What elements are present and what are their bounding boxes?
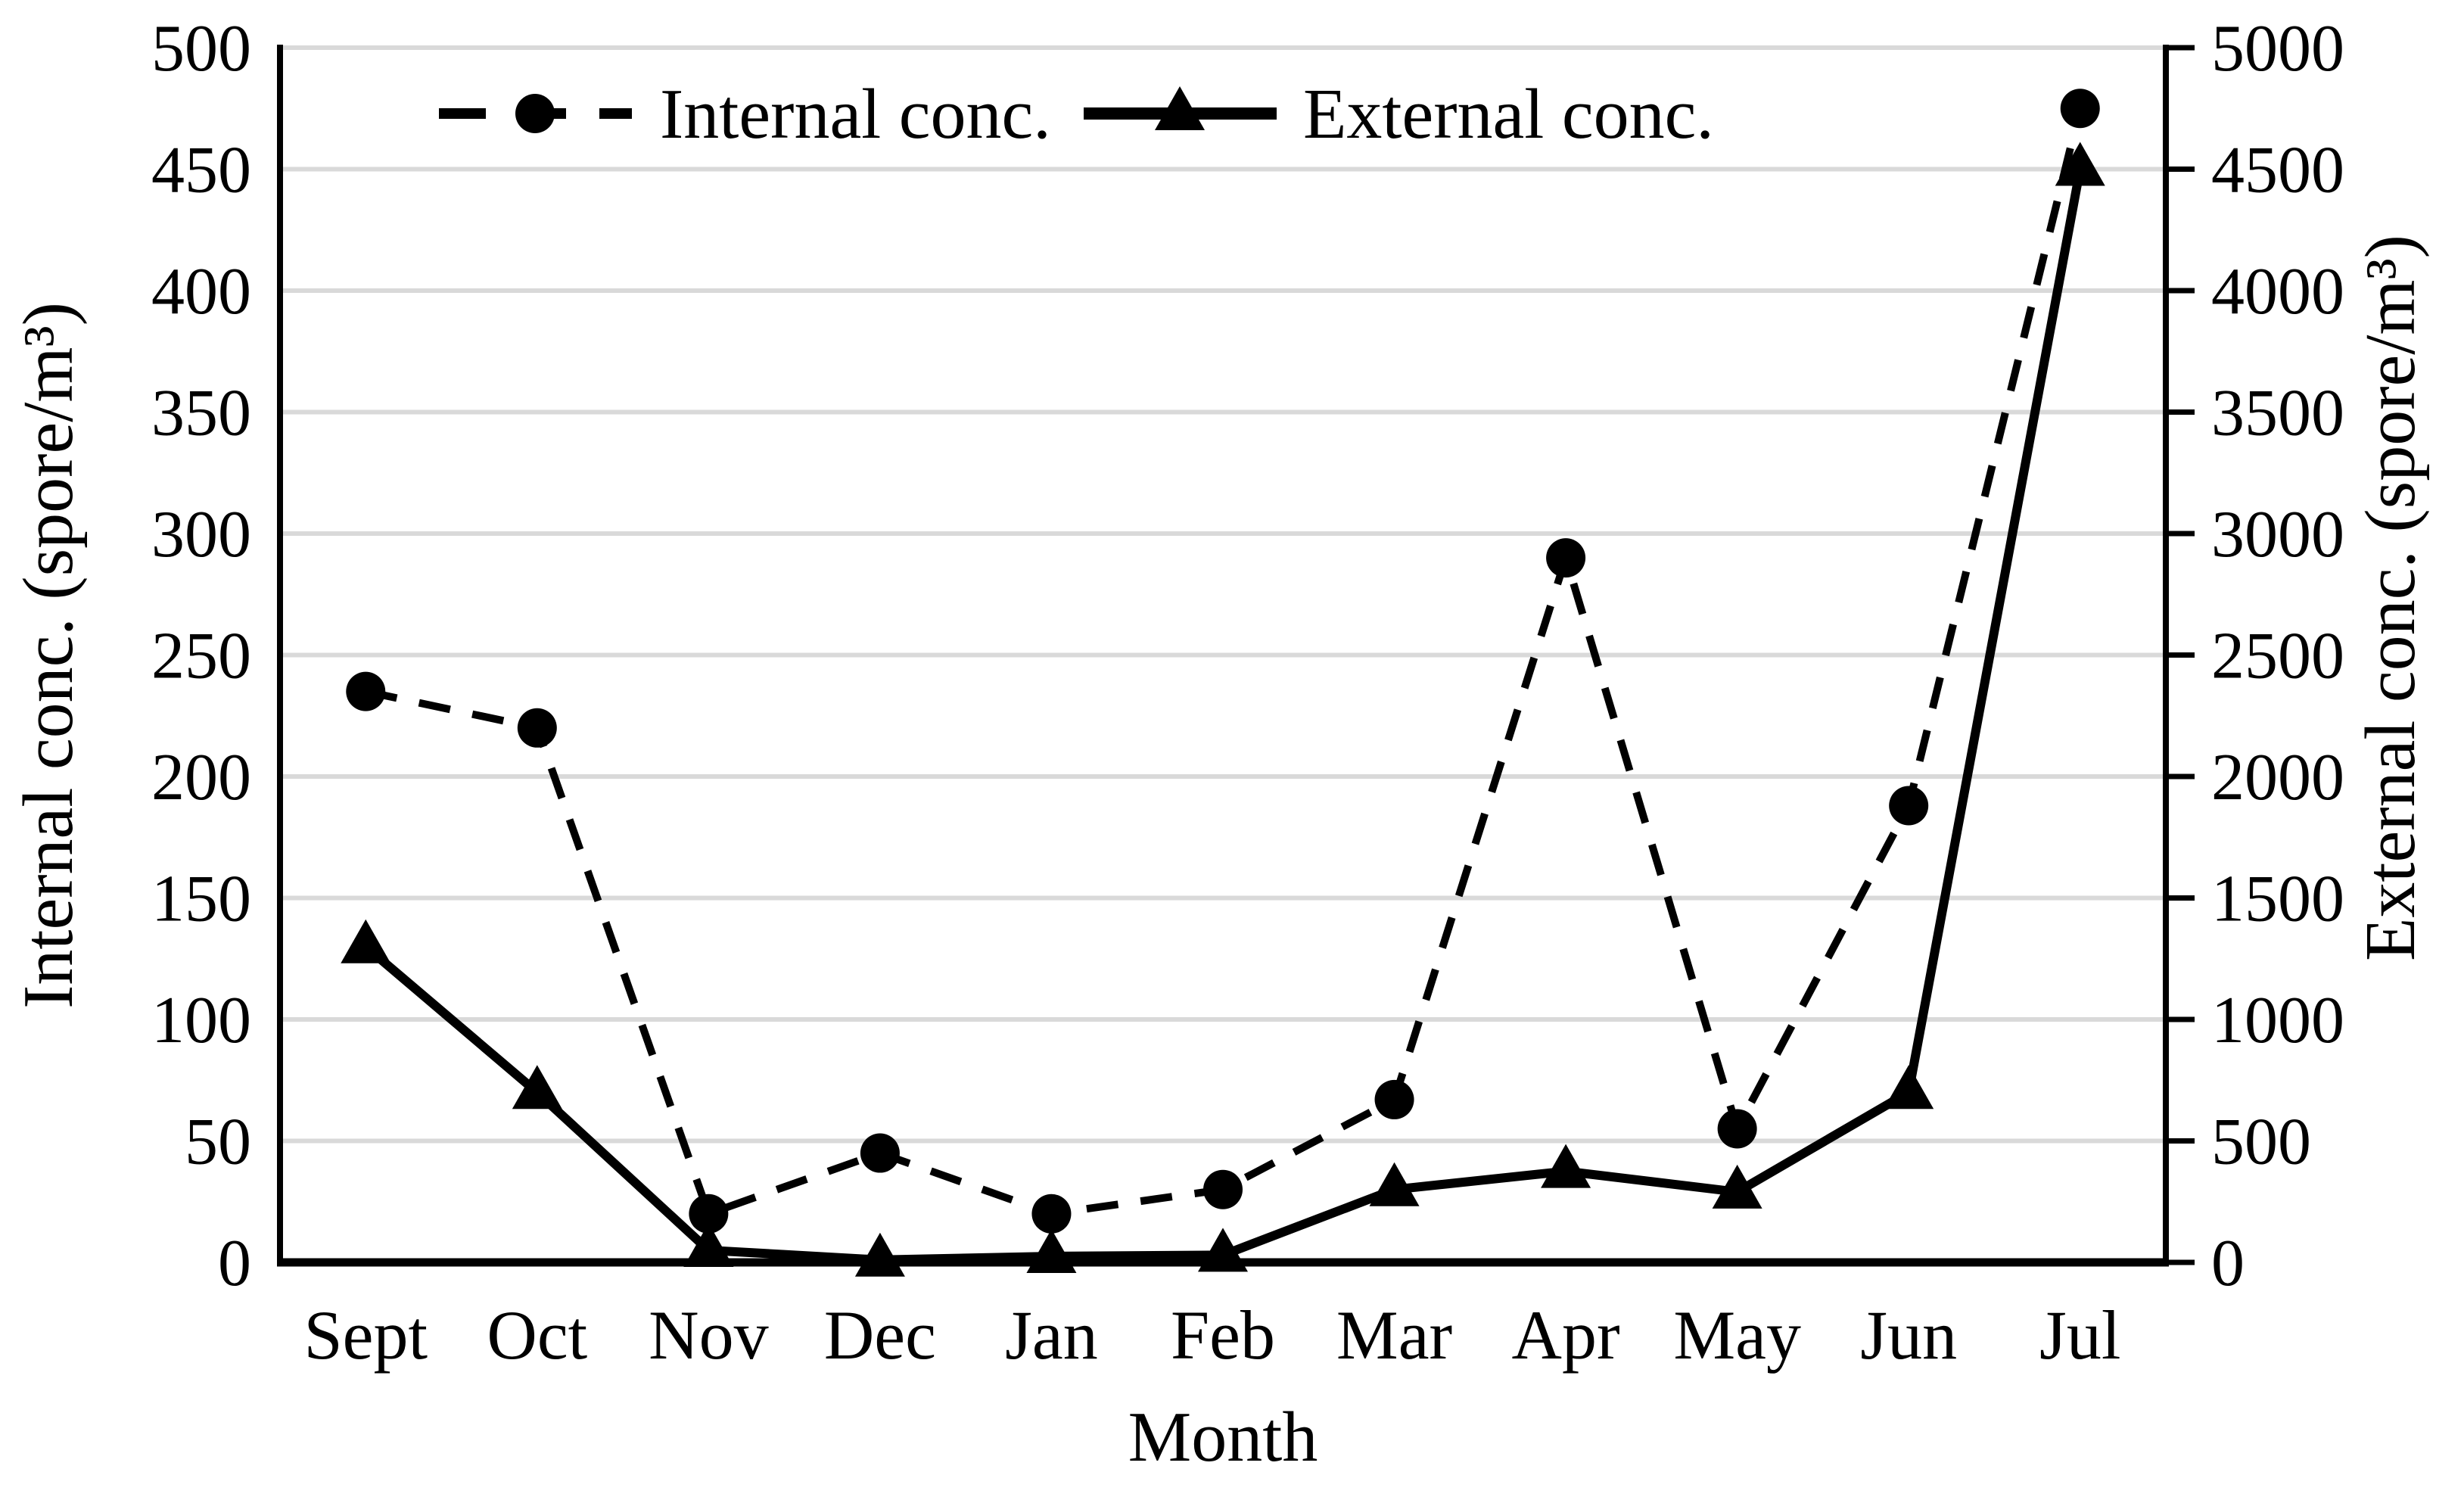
- right-axis-tick-label: 4000: [2211, 255, 2344, 328]
- solid-line: [362, 168, 2085, 1265]
- x-axis-title: Month: [1128, 1398, 1318, 1477]
- x-axis-category-label: Apr: [1512, 1296, 1620, 1374]
- circle-marker: [346, 671, 386, 711]
- left-axis-tick-label: 450: [151, 134, 251, 207]
- circle-marker: [1031, 1194, 1072, 1234]
- triangle-marker: [1198, 1228, 1248, 1272]
- x-axis-category-label: Sept: [303, 1296, 428, 1374]
- left-axis-tick-label: 400: [151, 255, 251, 328]
- left-axis-tick-label: 200: [151, 741, 251, 814]
- triangle-marker: [1541, 1144, 1591, 1188]
- x-axis-category-label: Jan: [1005, 1296, 1098, 1374]
- right-axis-tick-label: 1500: [2211, 863, 2344, 936]
- right-axis-tick-label: 2500: [2211, 620, 2344, 693]
- circle-marker: [1203, 1169, 1243, 1209]
- circle-marker: [1889, 786, 1929, 826]
- x-axis-category-label: Jun: [1860, 1296, 1957, 1374]
- triangle-marker: [1026, 1228, 1077, 1273]
- left-axis-tick-label: 350: [151, 377, 251, 450]
- gridlines: [280, 45, 2166, 1144]
- triangle-marker: [1884, 1065, 1934, 1110]
- circle-marker: [860, 1133, 900, 1173]
- triangle-marker: [1369, 1162, 1420, 1206]
- triangle-marker: [683, 1222, 734, 1267]
- x-axis-category-label: Nov: [649, 1296, 768, 1374]
- left-axis-tick-label: 50: [185, 1106, 251, 1179]
- right-axis-tick-label: 3000: [2211, 498, 2344, 571]
- triangle-marker: [341, 919, 391, 963]
- tick-labels: 0501001502002503003504004505000500100015…: [151, 12, 2344, 1374]
- x-axis-category-label: Dec: [824, 1296, 936, 1374]
- right-axis-title: External conc. (spore/m³): [2351, 235, 2430, 961]
- legend-label-external: External conc.: [1303, 75, 1714, 154]
- x-axis-category-label: May: [1673, 1296, 1801, 1374]
- triangle-marker: [512, 1065, 562, 1110]
- circle-marker: [2060, 89, 2100, 129]
- left-axis-tick-label: 100: [151, 984, 251, 1057]
- right-axis-tick-label: 1000: [2211, 984, 2344, 1057]
- right-axis-tick-label: 500: [2211, 1106, 2311, 1179]
- circle-marker: [1546, 538, 1586, 578]
- left-axis-tick-label: 0: [218, 1227, 251, 1300]
- series-external: [341, 142, 2105, 1277]
- series-internal: [346, 89, 2100, 1234]
- x-axis-category-label: Oct: [487, 1296, 587, 1374]
- legend: Internal conc. External conc.: [439, 75, 1714, 154]
- left-axis-tick-label: 150: [151, 863, 251, 936]
- plot-series: [341, 89, 2105, 1277]
- circle-marker: [1374, 1079, 1414, 1119]
- left-axis-tick-label: 500: [151, 12, 251, 86]
- right-axis-tick-label: 3500: [2211, 377, 2344, 450]
- right-axis-tick-label: 5000: [2211, 12, 2344, 86]
- right-axis-tick-label: 0: [2211, 1227, 2245, 1300]
- legend-label-internal: Internal conc.: [660, 75, 1051, 154]
- circle-marker: [689, 1194, 729, 1234]
- triangle-marker: [1155, 86, 1205, 130]
- dashed-line: [365, 107, 2084, 1218]
- triangle-marker: [2055, 142, 2105, 186]
- triangle-marker: [1712, 1164, 1762, 1209]
- left-axis-tick-label: 250: [151, 620, 251, 693]
- left-axis-tick-label: 300: [151, 498, 251, 571]
- triangle-marker: [854, 1232, 905, 1277]
- circle-marker: [515, 94, 555, 133]
- left-axis-title: Internal conc. (spore/m³): [9, 302, 88, 1009]
- x-axis-category-label: Mar: [1336, 1296, 1452, 1374]
- x-axis-category-label: Feb: [1171, 1296, 1275, 1374]
- right-axis-tick-label: 2000: [2211, 741, 2344, 814]
- right-axis-tick-label: 4500: [2211, 134, 2344, 207]
- x-axis-category-label: Jul: [2039, 1296, 2120, 1374]
- axis-titles: Month Internal conc. (spore/m³) External c…: [9, 235, 2430, 1477]
- circle-marker: [1717, 1109, 1757, 1149]
- circle-marker: [517, 708, 557, 748]
